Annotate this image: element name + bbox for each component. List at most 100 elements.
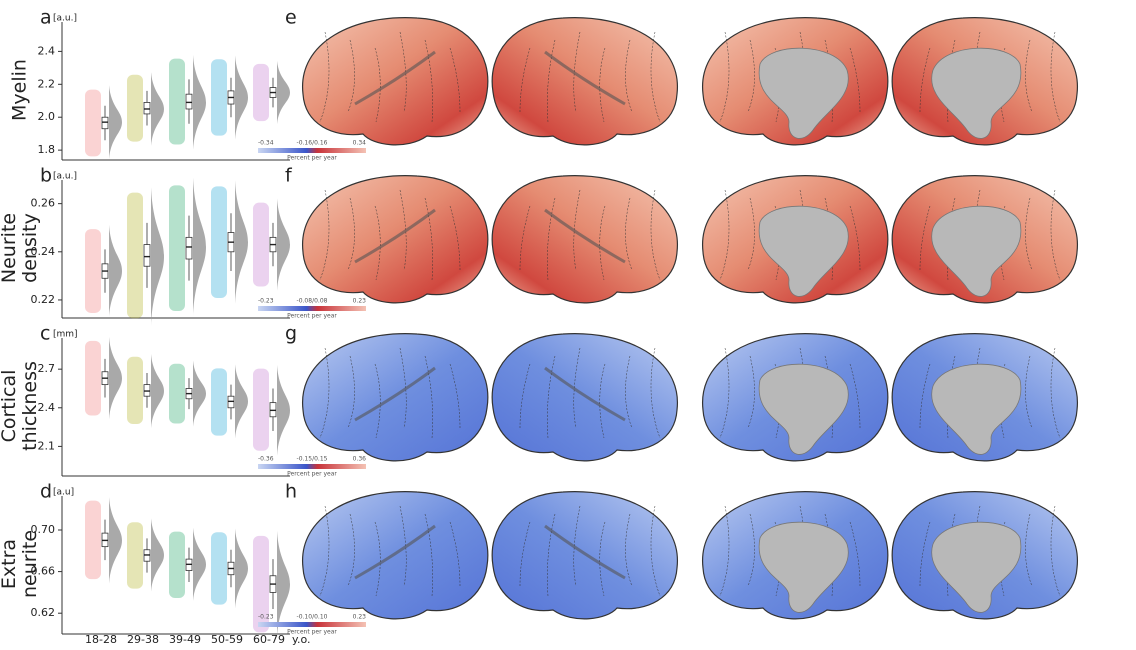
half-violin <box>193 55 206 150</box>
colorbar-min: -0.23 <box>258 614 274 621</box>
data-cloud <box>169 532 185 598</box>
colorbar <box>258 306 366 311</box>
unit-label: [mm] <box>53 330 78 340</box>
colorbar-mid: -0.15/0.15 <box>297 456 328 463</box>
colorbar-label: Percent per year <box>287 155 337 162</box>
y-tick-label: 2.2 <box>38 77 56 90</box>
half-violin <box>151 187 164 326</box>
box <box>186 237 192 259</box>
brain-surface <box>892 492 1077 619</box>
colorbar-label: Percent per year <box>287 313 337 320</box>
y-tick-label: 2.1 <box>38 439 56 452</box>
half-violin <box>235 55 248 139</box>
box <box>144 245 150 267</box>
data-cloud <box>127 357 143 424</box>
y-tick-label: 0.62 <box>31 606 56 619</box>
data-cloud <box>127 75 143 142</box>
colorbar-min: -0.23 <box>258 298 274 305</box>
data-cloud <box>85 501 101 579</box>
half-violin <box>235 181 248 304</box>
brain-surface <box>492 176 677 303</box>
data-cloud <box>85 90 101 157</box>
colorbar <box>258 148 366 153</box>
brain-surface <box>703 18 888 145</box>
colorbar-min: -0.36 <box>258 456 274 463</box>
x-tick-label: 39-49 <box>169 633 201 646</box>
half-violin <box>235 529 248 609</box>
data-cloud <box>253 64 269 121</box>
data-cloud <box>211 532 227 604</box>
colorbar <box>258 464 366 469</box>
unit-label: [a.u] <box>53 488 74 498</box>
half-violin <box>109 225 122 317</box>
y-tick-label: 2.4 <box>38 401 56 414</box>
data-cloud <box>169 364 185 424</box>
data-cloud <box>85 229 101 313</box>
colorbar-label: Percent per year <box>287 471 337 478</box>
x-tick-label: 18-28 <box>85 633 117 646</box>
half-violin <box>151 72 164 146</box>
y-tick-label: 1.8 <box>38 143 56 156</box>
x-tick-label: 50-59 <box>211 633 243 646</box>
half-violin <box>277 198 290 290</box>
y-tick-label: 0.22 <box>31 293 56 306</box>
y-tick-label: 2.4 <box>38 44 56 57</box>
colorbar-max: 0.34 <box>353 140 367 147</box>
row-title: Extra <box>0 539 20 589</box>
panel-letter: g <box>285 323 297 345</box>
data-cloud <box>211 186 227 298</box>
brain-surface <box>492 334 677 461</box>
brain-surface <box>492 492 677 619</box>
colorbar-min: -0.34 <box>258 140 274 147</box>
data-cloud <box>85 341 101 416</box>
half-violin <box>193 528 206 601</box>
box <box>102 117 108 129</box>
brain-surface <box>892 334 1077 461</box>
row-title: Myelin <box>9 59 31 121</box>
brain-surface <box>303 176 488 303</box>
brain-surface <box>303 492 488 619</box>
brain-surface <box>892 18 1077 145</box>
data-cloud <box>211 368 227 435</box>
brain-surface <box>892 176 1077 303</box>
half-violin <box>109 337 122 419</box>
colorbar-mid: -0.10/0.10 <box>297 614 328 621</box>
panel-letter: c <box>40 323 50 345</box>
brain-surface <box>492 18 677 145</box>
data-cloud <box>169 185 185 311</box>
brain-surface <box>303 334 488 461</box>
data-cloud <box>127 193 143 319</box>
panel-letter: h <box>285 481 297 503</box>
panel-letter: a <box>40 7 52 29</box>
x-tick-label: 29-38 <box>127 633 159 646</box>
half-violin <box>109 85 122 159</box>
y-tick-label: 0.26 <box>31 197 56 210</box>
panel-letter: d <box>40 481 52 503</box>
half-violin <box>277 61 290 124</box>
colorbar-max: 0.23 <box>353 298 367 305</box>
y-tick-label: 2.0 <box>38 110 56 123</box>
data-cloud <box>253 203 269 287</box>
y-tick-label: 0.66 <box>31 565 56 578</box>
y-tick-label: 0.24 <box>31 245 56 258</box>
box <box>186 94 192 109</box>
half-violin <box>151 518 164 591</box>
half-violin <box>277 531 290 637</box>
brain-surface <box>303 18 488 145</box>
box <box>144 102 150 114</box>
half-violin <box>235 364 248 438</box>
figure: a[a.u.]Myelin1.82.02.22.4b[a.u.]Neurited… <box>0 0 1136 650</box>
panel-letter: e <box>285 7 297 29</box>
half-violin <box>109 497 122 584</box>
half-violin <box>193 361 206 427</box>
row-title: Neurite <box>0 213 20 283</box>
brain-surface <box>703 492 888 619</box>
brain-surface <box>703 334 888 461</box>
colorbar <box>258 622 366 627</box>
data-cloud <box>211 59 227 135</box>
half-violin <box>193 178 206 317</box>
data-cloud <box>253 369 269 451</box>
colorbar-max: 0.36 <box>353 456 367 463</box>
row-title: Cortical <box>0 370 20 443</box>
y-tick-label: 0.70 <box>31 523 56 536</box>
